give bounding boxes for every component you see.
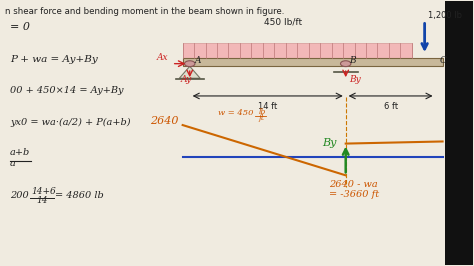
Circle shape: [340, 61, 351, 66]
Text: By: By: [322, 138, 336, 148]
Text: a: a: [10, 159, 16, 168]
Text: = 0: = 0: [10, 22, 30, 32]
Text: lb: lb: [258, 108, 265, 116]
Text: B: B: [349, 56, 356, 65]
Text: n shear force and bending moment in the beam shown in figure.: n shear force and bending moment in the …: [5, 7, 285, 16]
Text: By: By: [349, 75, 361, 84]
Polygon shape: [182, 57, 443, 65]
Text: yx0 = wa·(a/2) + P(a+b): yx0 = wa·(a/2) + P(a+b): [10, 118, 131, 127]
Text: A: A: [194, 56, 201, 65]
Text: P + wa = Ay+By: P + wa = Ay+By: [10, 55, 98, 64]
Text: Ay: Ay: [181, 75, 192, 84]
Polygon shape: [445, 1, 474, 265]
Polygon shape: [182, 43, 412, 57]
Text: 2640 - wa: 2640 - wa: [329, 180, 378, 189]
Text: 6 ft: 6 ft: [383, 102, 398, 111]
Text: 14: 14: [36, 196, 48, 205]
Polygon shape: [179, 66, 200, 78]
Text: 14 ft: 14 ft: [258, 102, 277, 111]
Text: 450 lb/ft: 450 lb/ft: [264, 17, 302, 26]
Text: = 4860 lb: = 4860 lb: [55, 191, 104, 200]
Text: = -3660 ft: = -3660 ft: [329, 190, 379, 199]
Text: Ax: Ax: [157, 53, 168, 62]
Text: w = 450: w = 450: [218, 109, 256, 117]
Text: 2640: 2640: [150, 116, 179, 126]
Text: 200: 200: [10, 191, 35, 200]
Text: 14+6: 14+6: [31, 187, 56, 196]
Text: 00 + 450×14 = Ay+By: 00 + 450×14 = Ay+By: [10, 86, 124, 95]
Text: a+b: a+b: [10, 148, 30, 157]
Text: ft: ft: [258, 114, 264, 122]
Text: C: C: [439, 56, 446, 65]
Circle shape: [184, 61, 195, 66]
Text: 1,200 lb: 1,200 lb: [428, 11, 463, 20]
